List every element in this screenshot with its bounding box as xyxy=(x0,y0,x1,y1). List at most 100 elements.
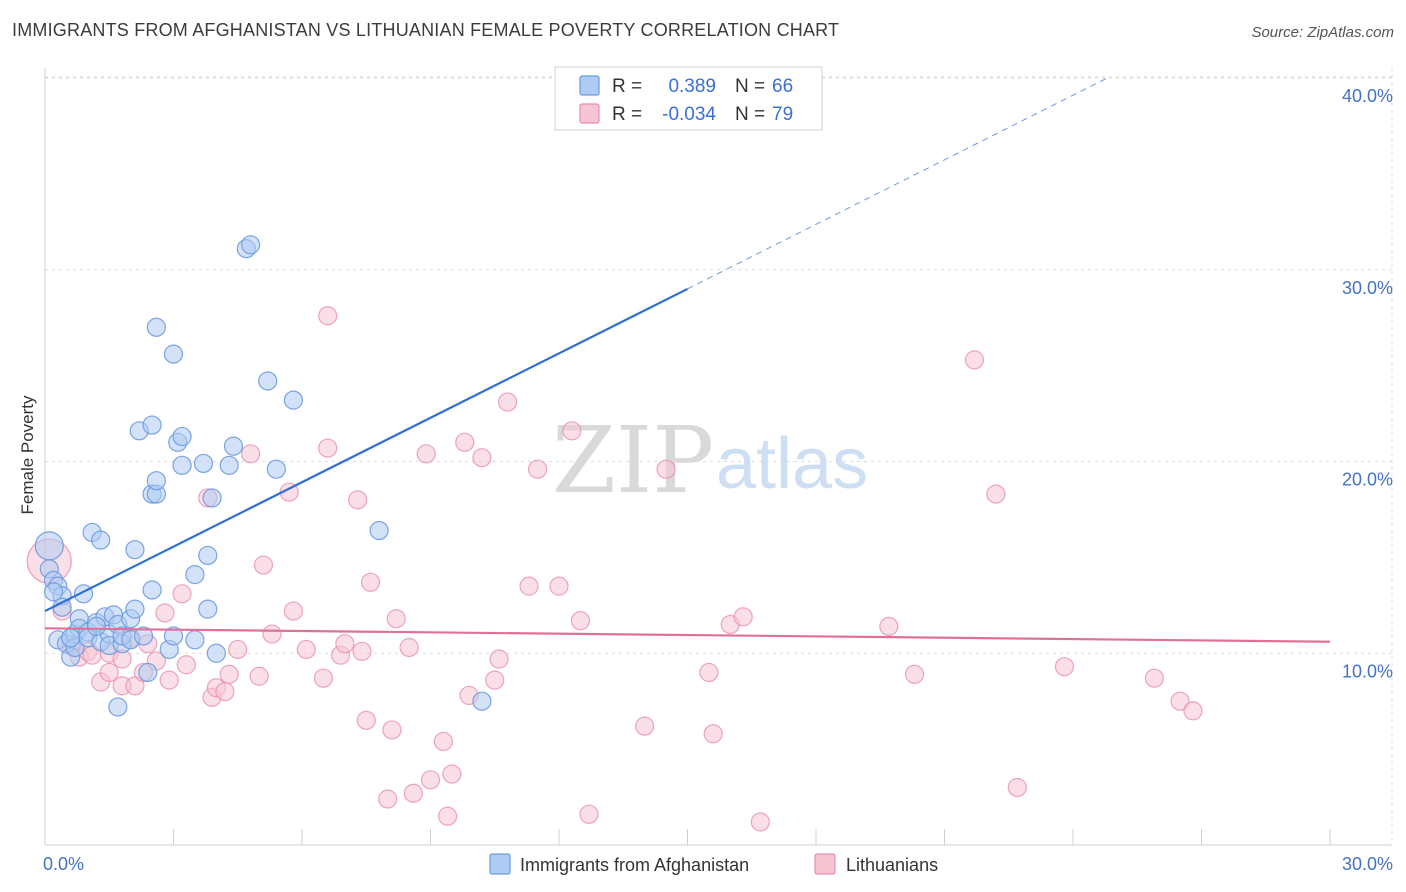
x-tick-label: 0.0% xyxy=(43,854,84,874)
lithuanians-point xyxy=(249,666,269,686)
legend-r-value-lithuanians: -0.034 xyxy=(662,104,716,125)
lithuanians-point xyxy=(1170,691,1190,711)
lithuanians-point xyxy=(219,664,239,684)
lithuanians-point xyxy=(172,584,192,604)
legend-n-value-lithuanians: 79 xyxy=(772,104,793,125)
lithuanians-point xyxy=(360,572,381,592)
lithuanians-point xyxy=(433,731,453,752)
lithuanians-point xyxy=(155,603,175,623)
lithuanians-point xyxy=(159,670,179,690)
lithuanians-point xyxy=(498,392,518,412)
lithuanians-point xyxy=(262,624,282,644)
lithuanians-point xyxy=(489,649,509,669)
legend-swatch-lithuanians xyxy=(579,103,600,124)
lithuanians-point xyxy=(879,616,899,637)
afghanistan-point xyxy=(472,691,492,711)
lithuanians-point xyxy=(382,720,402,740)
afghanistan-point xyxy=(146,317,166,337)
lithuanians-point xyxy=(399,637,419,658)
afghanistan-point xyxy=(283,390,304,410)
lithuanians-point xyxy=(1144,668,1164,688)
afghanistan-point xyxy=(266,459,286,479)
lithuanians-point xyxy=(241,444,261,464)
lithuanians-point xyxy=(416,444,436,464)
afghanistan-point xyxy=(146,471,166,491)
legend-r-label: R = xyxy=(612,104,642,125)
lithuanians-point xyxy=(228,639,248,660)
x-tick-label: 30.0% xyxy=(1342,854,1393,874)
lithuanians-point xyxy=(352,641,372,661)
lithuanians-point xyxy=(420,770,441,790)
afghanistan-point xyxy=(193,453,214,474)
afghanistan-point xyxy=(219,455,239,475)
lithuanians-point xyxy=(986,484,1006,504)
lithuanians-point xyxy=(635,716,655,736)
correlation-legend: R = 0.389 N = 66 R = -0.034 N = 79 xyxy=(554,66,823,131)
series-lithuanians xyxy=(26,306,1203,832)
y-tick-label: 30.0% xyxy=(1342,278,1393,298)
lithuanians-point xyxy=(313,668,334,688)
legend-r-value-afghanistan: 0.389 xyxy=(668,76,716,97)
series-legend: Immigrants from Afghanistan Lithuanians xyxy=(489,853,938,875)
afghanistan-trend-extension xyxy=(687,77,1108,290)
lithuanians-point xyxy=(733,607,753,627)
lithuanians-point xyxy=(562,421,582,441)
lithuanians-point xyxy=(283,601,304,621)
afghanistan-point xyxy=(198,599,218,619)
lithuanians-point xyxy=(356,710,376,730)
afghanistan-point xyxy=(223,436,244,456)
trend-lines xyxy=(44,77,1331,643)
lithuanians-point xyxy=(703,724,723,744)
watermark: ZIP atlas xyxy=(552,407,868,514)
lithuanians-point xyxy=(750,812,770,832)
afghanistan-point xyxy=(138,662,158,683)
lithuanians-point xyxy=(472,448,492,468)
lithuanians-point xyxy=(519,576,539,596)
lithuanians-point xyxy=(253,555,274,575)
lithuanians-point xyxy=(527,459,548,479)
afghanistan-point xyxy=(61,628,81,648)
lithuanians-point xyxy=(570,611,591,631)
bottom-legend-swatch-lithuanians xyxy=(814,853,836,875)
lithuanians-point xyxy=(1054,657,1075,677)
afghanistan-point xyxy=(369,520,389,541)
y-tick-label: 20.0% xyxy=(1342,470,1393,490)
legend-n-label: N = xyxy=(735,104,765,125)
lithuanians-point xyxy=(964,350,985,370)
lithuanians-point xyxy=(99,662,119,683)
lithuanians-point xyxy=(403,783,423,803)
tick-labels: 10.0% 20.0% 30.0% 40.0% 0.0% 30.0% xyxy=(43,86,1393,874)
lithuanians-trend-line xyxy=(44,627,1331,643)
afghanistan-point xyxy=(172,455,192,475)
legend-swatch-afghanistan xyxy=(579,75,600,96)
bottom-legend-label-lithuanians: Lithuanians xyxy=(846,855,938,875)
afghanistan-point xyxy=(133,626,154,646)
afghanistan-point xyxy=(142,580,162,600)
watermark-atlas: atlas xyxy=(716,424,868,504)
legend-n-label: N = xyxy=(735,76,765,97)
lithuanians-point xyxy=(579,804,599,824)
lithuanians-point xyxy=(699,662,719,683)
lithuanians-point xyxy=(1183,701,1203,721)
afghanistan-point xyxy=(241,235,261,255)
afghanistan-point xyxy=(258,371,278,391)
lithuanians-point xyxy=(296,639,316,660)
lithuanians-point xyxy=(348,490,368,510)
afghanistan-point xyxy=(34,531,64,561)
afghanistan-trend-line xyxy=(44,287,688,613)
source-credit: Source: ZipAtlas.com xyxy=(1251,24,1394,41)
lithuanians-point xyxy=(176,655,196,675)
afghanistan-point xyxy=(125,540,145,560)
afghanistan-point xyxy=(185,565,205,585)
lithuanians-point xyxy=(438,806,458,826)
lithuanians-point xyxy=(215,681,235,702)
lithuanians-point xyxy=(1007,777,1027,798)
lithuanians-point xyxy=(335,634,355,654)
lithuanians-point xyxy=(656,459,676,479)
afghanistan-point xyxy=(43,582,64,602)
afghanistan-point xyxy=(142,415,162,435)
legend-n-value-afghanistan: 66 xyxy=(772,76,793,97)
lithuanians-point xyxy=(318,438,338,458)
y-axis-title: Female Poverty xyxy=(18,395,37,515)
